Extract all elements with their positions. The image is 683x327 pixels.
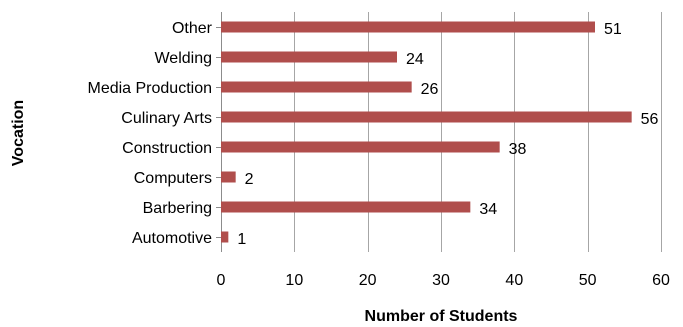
bars-layer	[221, 21, 632, 243]
x-tick-label: 30	[432, 272, 450, 289]
data-label: 34	[479, 201, 497, 218]
x-tick-label: 40	[505, 272, 523, 289]
category-label: Barbering	[143, 200, 212, 217]
bar-culinary-arts	[221, 111, 632, 123]
bar-barbering	[221, 201, 471, 213]
x-axis-title: Number of Students	[365, 308, 518, 325]
data-label: 56	[641, 111, 659, 128]
bar-computers	[221, 171, 236, 183]
labels-layer: 0 10 20 30 40 50 60 Automotive 1 Barbering 34 Compu…	[87, 20, 670, 289]
category-label: Other	[172, 20, 213, 37]
category-label: Media Production	[87, 80, 212, 97]
category-label: Culinary Arts	[121, 110, 212, 127]
x-tick-label: 60	[652, 272, 670, 289]
bar-welding	[221, 51, 397, 63]
grid-layer	[216, 12, 662, 252]
category-label: Computers	[134, 170, 212, 187]
data-label: 2	[245, 171, 254, 188]
x-tick-label: 0	[217, 272, 226, 289]
x-tick-label: 50	[579, 272, 597, 289]
bar-construction	[221, 141, 500, 153]
category-label: Automotive	[132, 230, 212, 247]
data-label: 24	[406, 51, 424, 68]
x-tick-label: 20	[359, 272, 377, 289]
data-label: 26	[421, 81, 439, 98]
bar-automotive	[221, 231, 229, 243]
category-label: Welding	[154, 50, 212, 67]
data-label: 38	[509, 141, 527, 158]
bar-other	[221, 21, 595, 33]
bar-media-production	[221, 81, 412, 93]
data-label: 1	[237, 231, 246, 248]
x-tick-label: 10	[285, 272, 303, 289]
category-label: Construction	[122, 140, 212, 157]
data-label: 51	[604, 21, 622, 38]
y-axis-title: Vocation	[10, 100, 27, 166]
